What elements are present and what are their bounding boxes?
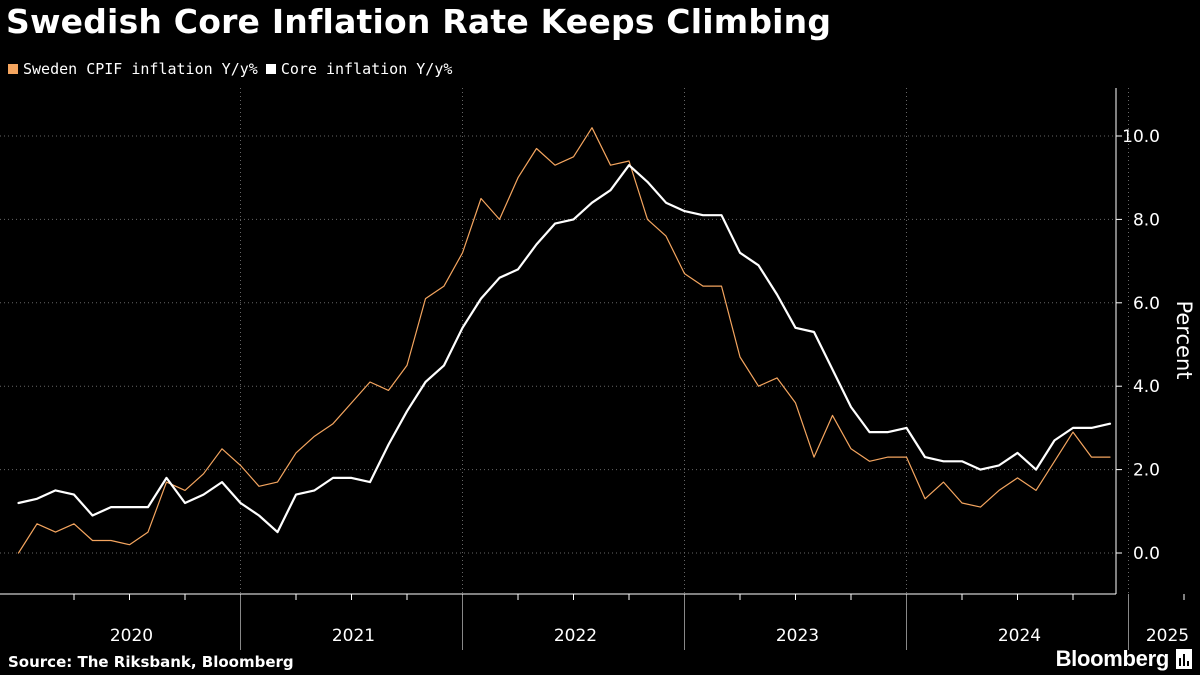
x-tick-label: 2023 [776,626,819,646]
brand-name: Bloomberg [1055,646,1170,671]
y-tick-label: 10.0 [1122,127,1160,147]
legend-item-cpif: Sweden CPIF inflation Y/y% [8,60,258,78]
chart-title: Swedish Core Inflation Rate Keeps Climbi… [6,2,832,41]
legend-swatch-cpif [8,64,18,74]
y-tick-label: 6.0 [1133,294,1160,314]
x-tick-label: 2020 [110,626,153,646]
x-tick-label: 2021 [332,626,375,646]
legend-label-cpif: Sweden CPIF inflation Y/y% [23,60,258,78]
x-tick-label: 2024 [998,626,1041,646]
y-tick-label: 2.0 [1133,461,1160,481]
y-tick-label: 0.0 [1133,544,1160,564]
x-tick-label: 2022 [554,626,597,646]
x-tick-label: 2025 [1146,626,1189,646]
legend-label-core: Core inflation Y/y% [280,60,453,78]
brand: Bloomberg [1056,646,1192,672]
y-tick-label: 4.0 [1133,377,1160,397]
y-axis-title: Percent [1172,300,1196,379]
legend-swatch-core [265,64,276,74]
y-tick-label: 8.0 [1133,210,1160,230]
legend-item-core: Core inflation Y/y% [265,60,453,78]
series-line-core [17,164,1112,534]
source-note: Source: The Riksbank, Bloomberg [8,653,294,671]
bloomberg-terminal-icon [1176,649,1192,669]
series-line-cpif [17,127,1111,554]
legend: Sweden CPIF inflation Y/y% Core inflatio… [8,60,460,78]
